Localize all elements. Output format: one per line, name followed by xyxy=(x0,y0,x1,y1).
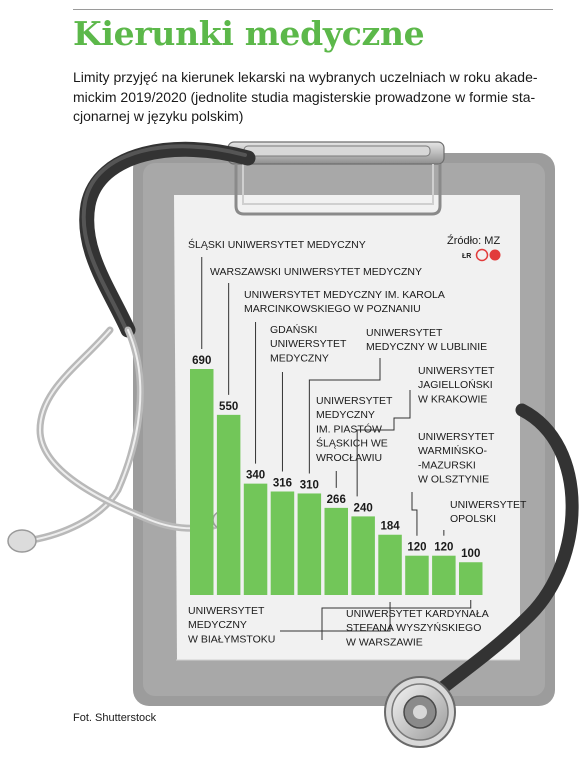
source-text: Źródło: MZ xyxy=(447,234,500,247)
category-label: ŚLĄSKICH WE xyxy=(316,437,388,450)
value-label: 266 xyxy=(327,494,346,506)
category-label: MEDYCZNY xyxy=(316,409,375,421)
category-label: UNIWERSYTET xyxy=(450,499,527,511)
leader-line xyxy=(411,492,418,536)
value-label: 120 xyxy=(407,542,426,554)
bar xyxy=(405,555,429,595)
category-label: UNIWERSYTET MEDYCZNY IM. KAROLA xyxy=(244,289,445,301)
category-label: UNIWERSYTET xyxy=(188,605,265,617)
category-label: JAGIELLOŃSKI xyxy=(418,378,493,391)
category-label: UNIWERSYTET xyxy=(270,338,347,350)
category-label: WROCŁAWIU xyxy=(316,452,382,464)
category-label: WARMIŃSKO- xyxy=(418,444,488,457)
category-label: UNIWERSYTET xyxy=(418,431,495,443)
leader-line xyxy=(356,390,411,497)
bar-chart: 690 550 340 316 310 266 240 184 120 120 100 ŚLĄSKI … xyxy=(188,238,527,648)
bar xyxy=(190,369,214,595)
bar xyxy=(351,516,375,595)
value-label: 316 xyxy=(273,477,292,489)
source-mark: ŁR xyxy=(462,253,471,260)
bar xyxy=(243,483,268,595)
category-label: MEDYCZNY W LUBLINIE xyxy=(366,341,487,353)
subtitle-line: mickim 2019/2020 (jednolite studia magis… xyxy=(73,88,536,105)
category-label: IM. PIASTÓW xyxy=(316,422,382,435)
top-rule xyxy=(73,9,553,10)
value-label: 120 xyxy=(434,542,453,554)
category-label: GDAŃSKI xyxy=(270,323,317,336)
bar xyxy=(378,534,402,595)
value-label: 184 xyxy=(380,521,400,533)
value-label: 100 xyxy=(461,548,480,560)
category-label: W WARSZAWIE xyxy=(346,636,423,648)
bar xyxy=(270,491,295,595)
category-label: MARCINKOWSKIEGO W POZNANIU xyxy=(244,303,421,315)
subtitle: Limity przyjęć na kierunek lekarski na w… xyxy=(73,68,553,127)
clipboard-clip xyxy=(227,141,445,216)
value-label: 690 xyxy=(192,355,211,367)
category-label: UNIWERSYTET xyxy=(418,365,495,377)
value-label: 310 xyxy=(300,479,319,491)
bar xyxy=(324,507,348,595)
leader-line xyxy=(308,358,381,474)
leader-line xyxy=(280,602,391,632)
bar xyxy=(216,414,241,595)
category-label: -MAZURSKI xyxy=(418,459,476,471)
stethoscope-icon xyxy=(7,141,579,748)
category-label: W OLSZTYNIE xyxy=(418,474,489,486)
subtitle-line: cjonarnej w języku polskim) xyxy=(73,108,244,124)
bar xyxy=(459,562,483,595)
bar xyxy=(432,555,456,595)
category-label: STEFANA WYSZYŃSKIEGO xyxy=(346,621,481,634)
bar xyxy=(297,493,322,595)
category-label: ŚLĄSKI UNIWERSYTET MEDYCZNY xyxy=(188,238,366,251)
value-label: 550 xyxy=(219,401,238,413)
photo-credit: Fot. Shutterstock xyxy=(73,712,157,724)
category-label: UNIWERSYTET KARDYNAŁA xyxy=(346,608,489,620)
category-label: UNIWERSYTET xyxy=(316,395,393,407)
category-label: WARSZAWSKI UNIWERSYTET MEDYCZNY xyxy=(210,266,422,278)
category-label: MEDYCZNY xyxy=(270,352,329,364)
value-label: 340 xyxy=(246,470,265,482)
category-label: W BIAŁYMSTOKU xyxy=(188,633,275,645)
category-label: UNIWERSYTET xyxy=(366,327,443,339)
leader-line xyxy=(321,600,472,640)
category-label: OPOLSKI xyxy=(450,513,496,525)
subtitle-line: Limity przyjęć na kierunek lekarski na w… xyxy=(73,69,538,85)
value-label: 240 xyxy=(354,502,373,514)
category-label: MEDYCZNY xyxy=(188,619,247,631)
page-title: Kierunki medyczne xyxy=(73,14,425,53)
category-label: W KRAKOWIE xyxy=(418,393,487,405)
publisher-logo-icon xyxy=(475,248,501,262)
